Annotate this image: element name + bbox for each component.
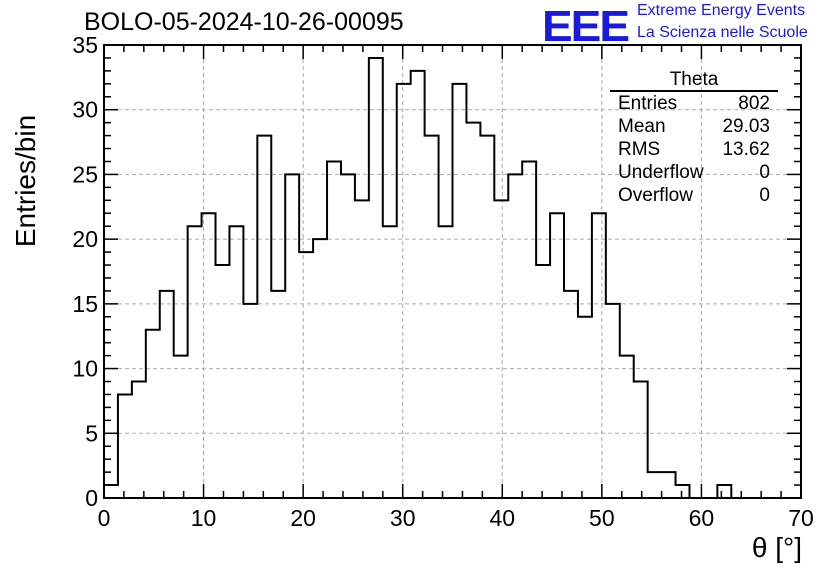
y-tick-label: 15 (72, 291, 98, 317)
histogram-bin (285, 174, 299, 498)
histogram-bin (439, 226, 453, 498)
logo-text-line2: La Scienza nelle Scuole (637, 24, 808, 41)
logo-text-line1: Extreme Energy Events (637, 2, 806, 19)
x-axis-label: θ [°] (751, 532, 802, 563)
histogram-bin (662, 472, 676, 498)
histogram-bin (480, 136, 494, 498)
histogram-bin (550, 213, 564, 498)
stats-key: Entries (618, 93, 678, 114)
stats-row-rms: RMS 13.62 (610, 138, 778, 161)
histogram-bin (146, 330, 160, 498)
y-tick-label: 5 (85, 420, 98, 446)
stats-row-mean: Mean 29.03 (610, 115, 778, 138)
histogram-bin (174, 356, 188, 498)
histogram-bin (243, 304, 257, 498)
grid-lines (104, 45, 801, 498)
histogram-bin (229, 226, 243, 498)
histogram-bin (369, 58, 383, 498)
histogram-bin (620, 356, 634, 498)
histogram-bin (634, 382, 648, 498)
histogram-bin (118, 394, 132, 498)
histogram-bin (216, 265, 230, 498)
histogram-bin (160, 291, 174, 498)
histogram-bin (188, 226, 202, 498)
histogram-bin (397, 84, 411, 498)
histogram-bin (578, 317, 592, 498)
histogram-bin (494, 200, 508, 498)
stats-title: Theta (610, 70, 778, 92)
histogram-bin (355, 200, 369, 498)
x-tick-label: 50 (589, 505, 615, 531)
stats-key: Underflow (618, 162, 704, 183)
histogram-bin (648, 472, 662, 498)
chart-title: BOLO-05-2024-10-26-00095 (84, 8, 404, 36)
histogram-bin (717, 485, 731, 498)
histogram-bin (676, 485, 690, 498)
histogram-bin (299, 252, 313, 498)
x-tick-label: 70 (788, 505, 814, 531)
histogram-bin (536, 265, 550, 498)
y-tick-label: 10 (72, 356, 98, 382)
x-tick-label: 30 (390, 505, 416, 531)
histogram-bin (453, 84, 467, 498)
x-tick-label: 40 (489, 505, 515, 531)
histogram-bin (425, 136, 439, 498)
tick-labels: 0 10 20 30 40 50 60 70 0 5 10 15 20 25 30 35 (72, 32, 813, 531)
y-tick-label: 0 (85, 485, 98, 511)
stats-value: 802 (738, 93, 770, 114)
y-tick-label: 30 (72, 97, 98, 123)
stats-value: 13.62 (722, 139, 770, 160)
histogram-bin (132, 382, 146, 498)
histogram-bin (466, 123, 480, 498)
x-tick-label: 0 (98, 505, 111, 531)
histogram-bin (271, 291, 285, 498)
x-tick-label: 10 (191, 505, 217, 531)
y-tick-label: 25 (72, 161, 98, 187)
histogram-bin (104, 485, 118, 498)
stats-row-overflow: Overflow 0 (610, 184, 778, 207)
y-tick-label: 35 (72, 32, 98, 58)
histogram-bin (327, 161, 341, 498)
histogram-outline (104, 56, 801, 499)
stats-value: 0 (759, 162, 770, 183)
histogram-bin (508, 174, 522, 498)
eee-logo: EEE (542, 0, 630, 51)
stats-key: Overflow (618, 185, 693, 206)
stats-value: 0 (759, 185, 770, 206)
x-tick-label: 60 (689, 505, 715, 531)
stats-row-underflow: Underflow 0 (610, 161, 778, 184)
histogram-bin (606, 304, 620, 498)
stats-row-entries: Entries 802 (610, 92, 778, 115)
x-tick-label: 20 (290, 505, 316, 531)
histogram-bin (341, 174, 355, 498)
stats-box: Theta Entries 802 Mean 29.03 RMS 13.62 U… (610, 70, 778, 207)
histogram-bin (257, 136, 271, 498)
y-tick-label: 20 (72, 226, 98, 252)
plot-frame (103, 44, 802, 499)
histogram-bin (411, 71, 425, 498)
histogram-bin (592, 213, 606, 498)
histogram-bin (522, 161, 536, 498)
histogram-bin (383, 226, 397, 498)
stats-value: 29.03 (722, 116, 770, 137)
histogram-bin (564, 291, 578, 498)
stats-key: Mean (618, 116, 666, 137)
y-axis-label: Entries/bin (10, 114, 41, 248)
stats-key: RMS (618, 139, 661, 160)
